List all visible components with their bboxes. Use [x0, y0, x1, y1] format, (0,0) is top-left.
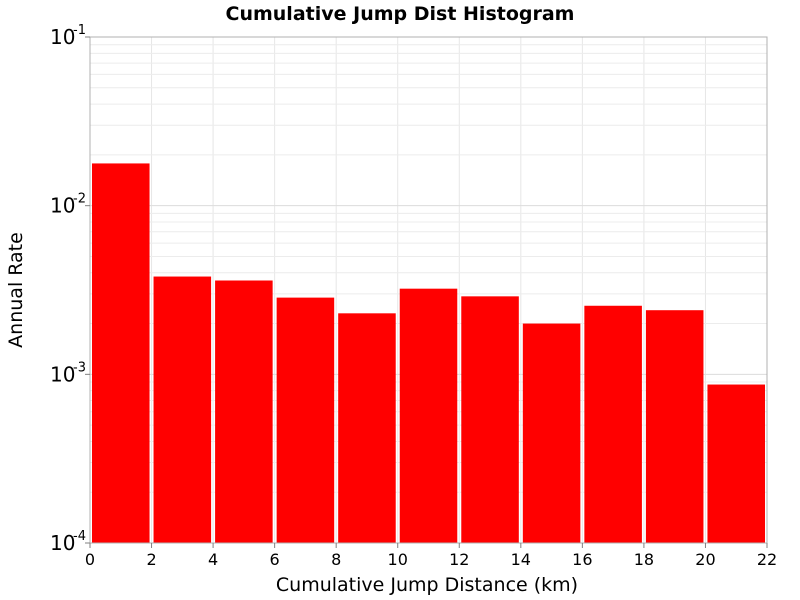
- histogram-bar: [276, 297, 335, 543]
- y-tick-base: 10: [50, 531, 75, 555]
- y-tick-exponent: -4: [73, 529, 86, 544]
- y-tick-label: 10-4: [50, 529, 86, 555]
- histogram-bar: [399, 288, 458, 543]
- y-axis-ticks: 10-410-310-210-1: [50, 23, 90, 555]
- x-tick-label: 0: [85, 550, 95, 569]
- x-tick-label: 16: [572, 550, 592, 569]
- histogram-bar: [461, 296, 519, 543]
- x-axis-ticks: 0 2 4 6 8 10 12 14 16 18 20 22: [85, 543, 777, 569]
- histogram-bar: [584, 305, 642, 543]
- y-tick-label: 10-3: [50, 360, 86, 386]
- x-tick-label: 12: [449, 550, 469, 569]
- chart-title: Cumulative Jump Dist Histogram: [226, 3, 575, 25]
- histogram-bar: [92, 163, 150, 544]
- x-tick-label: 8: [331, 550, 341, 569]
- x-tick-label: 2: [146, 550, 156, 569]
- bars-group: [92, 163, 765, 544]
- x-tick-label: 18: [634, 550, 654, 569]
- y-tick-exponent: -2: [73, 192, 86, 207]
- x-tick-label: 14: [511, 550, 531, 569]
- x-tick-label: 4: [208, 550, 218, 569]
- y-tick-base: 10: [50, 194, 75, 218]
- y-tick-base: 10: [50, 362, 75, 386]
- y-tick-label: 10-1: [50, 23, 86, 49]
- plot-frame: [89, 36, 768, 544]
- x-tick-label: 10: [388, 550, 408, 569]
- y-axis-label: Annual Rate: [5, 232, 27, 348]
- y-tick-exponent: -1: [73, 23, 86, 38]
- histogram-bar: [153, 276, 212, 543]
- y-tick-base: 10: [50, 25, 75, 49]
- histogram-bar: [522, 323, 581, 543]
- histogram-bar: [215, 280, 273, 543]
- y-tick-label: 10-2: [50, 192, 86, 218]
- y-tick-exponent: -3: [73, 360, 86, 375]
- x-tick-label: 6: [270, 550, 280, 569]
- histogram-bar: [645, 310, 704, 543]
- histogram-bar: [707, 384, 765, 543]
- x-tick-label: 20: [695, 550, 715, 569]
- x-tick-label: 22: [757, 550, 777, 569]
- x-axis-label: Cumulative Jump Distance (km): [276, 574, 578, 596]
- histogram-bar: [338, 313, 396, 543]
